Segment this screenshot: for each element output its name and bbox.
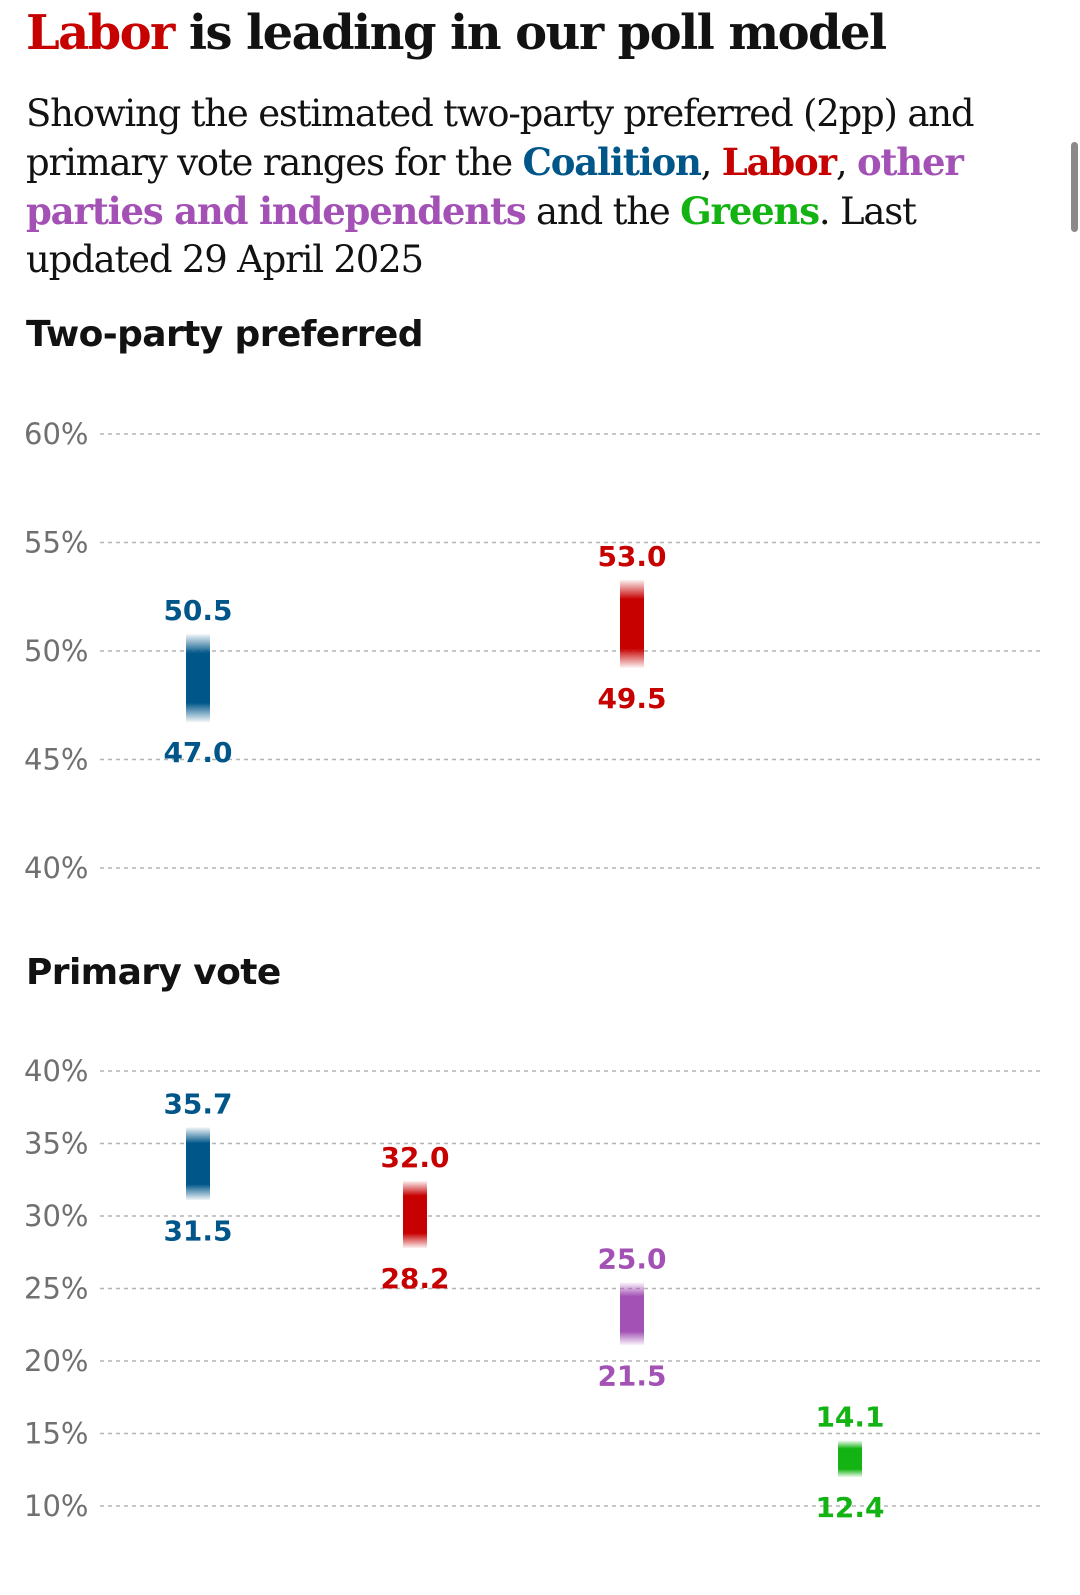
y-tick-label: 40%: [24, 851, 88, 885]
high-label-coalition: 35.7: [163, 1087, 232, 1120]
range-bar-others: [620, 1282, 644, 1346]
y-tick-label: 20%: [24, 1344, 88, 1378]
low-label-coalition: 47.0: [163, 736, 232, 769]
y-tick-label: 40%: [24, 1054, 88, 1088]
headline: Labor is leading in our poll model: [26, 4, 887, 62]
low-label-greens: 12.4: [815, 1491, 884, 1524]
y-tick-label: 60%: [24, 417, 88, 451]
low-label-others: 21.5: [597, 1359, 666, 1392]
chart-2pp: 60% 55% 50% 45% 40% 50.5 47.0 53.0 49.5: [24, 417, 1040, 885]
y-tick-label: 25%: [24, 1272, 88, 1306]
y-tick-label: 10%: [24, 1489, 88, 1523]
y-tick-label: 30%: [24, 1199, 88, 1233]
y-tick-label: 55%: [24, 526, 88, 560]
high-label-others: 25.0: [597, 1243, 666, 1276]
standfirst-sep2: ,: [835, 141, 857, 184]
chart-title-primary: Primary vote: [26, 952, 281, 993]
standfirst-part1: Showing the estimated two-party preferre…: [26, 92, 975, 184]
headline-rest: is leading in our poll model: [173, 5, 887, 61]
low-label-labor: 49.5: [597, 682, 666, 715]
y-tick-label: 35%: [24, 1127, 88, 1161]
standfirst-part2: and the: [525, 190, 681, 233]
range-bar-labor: [403, 1181, 427, 1249]
chart-primary: 40% 35% 30% 25% 20% 15% 10% 35.7 31.5 32.0 28.2 25.…: [24, 1054, 1040, 1524]
standfirst-coalition: Coalition: [522, 140, 702, 184]
standfirst: Showing the estimated two-party preferre…: [26, 90, 1016, 284]
high-label-coalition: 50.5: [163, 594, 232, 627]
standfirst-sep1: ,: [700, 141, 722, 184]
page-scrollbar[interactable]: [1071, 142, 1078, 232]
low-label-coalition: 31.5: [163, 1214, 232, 1247]
range-bar-greens: [838, 1440, 862, 1478]
headline-labor: Labor: [26, 5, 175, 61]
low-label-labor: 28.2: [380, 1262, 449, 1295]
range-bar-coalition: [186, 634, 210, 723]
standfirst-others: other parties and independents: [26, 140, 964, 233]
standfirst-part3: . Last updated 29 April 2025: [26, 190, 917, 281]
high-label-labor: 53.0: [597, 540, 666, 573]
y-tick-label: 15%: [24, 1417, 88, 1451]
y-tick-label: 50%: [24, 634, 88, 668]
range-bar-labor: [620, 579, 644, 668]
chart-title-2pp: Two-party preferred: [26, 314, 423, 355]
standfirst-labor: Labor: [721, 140, 837, 184]
high-label-greens: 14.1: [815, 1401, 884, 1434]
high-label-labor: 32.0: [380, 1141, 449, 1174]
y-tick-label: 45%: [24, 743, 88, 777]
standfirst-greens: Greens: [680, 189, 820, 233]
range-bar-coalition: [186, 1127, 210, 1201]
